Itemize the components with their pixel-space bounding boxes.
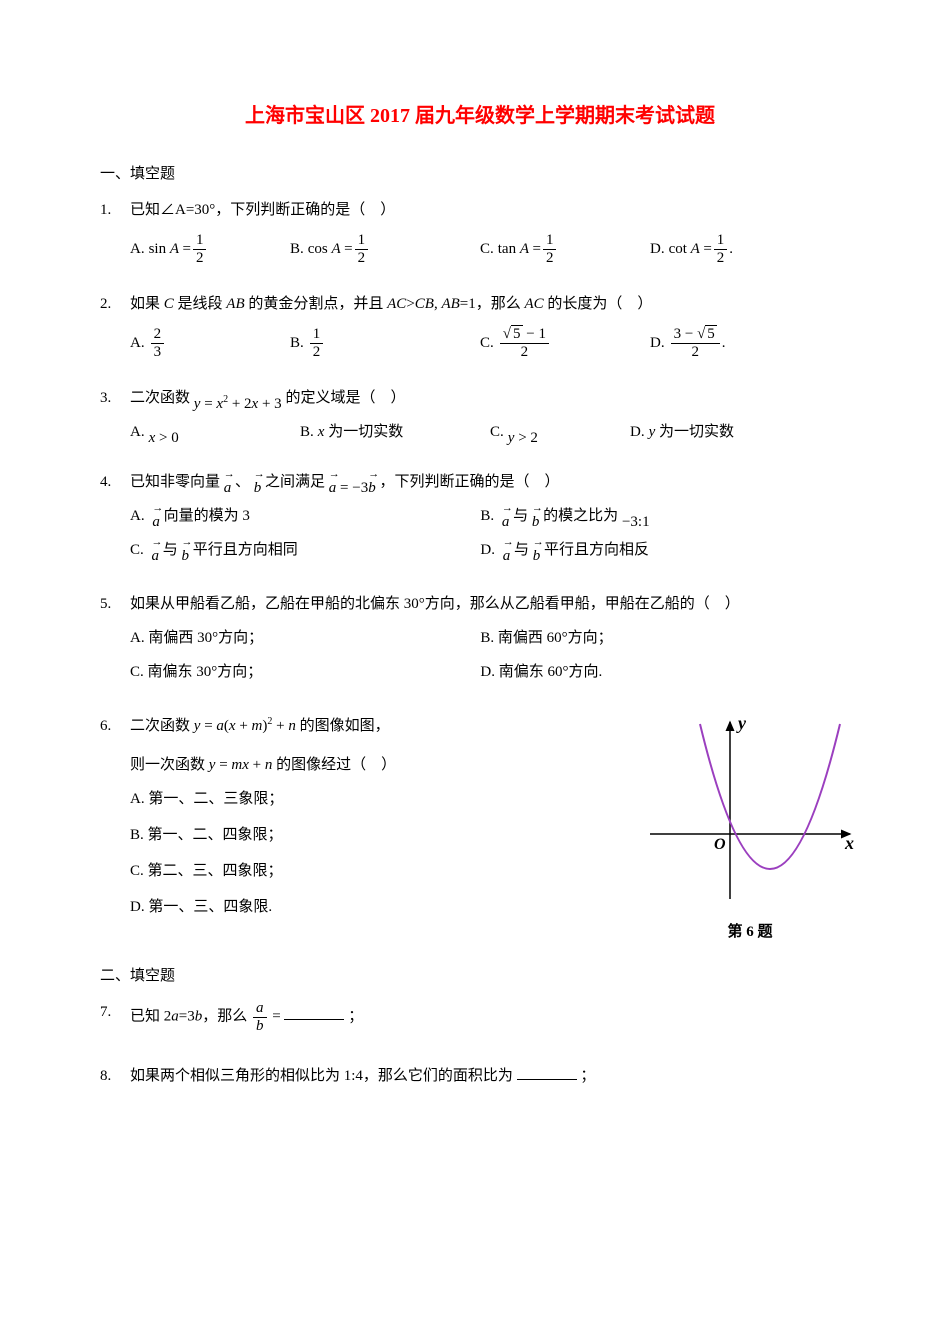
question-number: 3. [100, 386, 130, 410]
option-d: D. y 为一切实数 [630, 420, 734, 444]
option-a: A. sin A = 12 [130, 232, 270, 266]
option-b: B. →a 与 →b 的模之比为 −3:1 [480, 504, 830, 528]
option-a: A. 南偏西 30°方向； [130, 626, 480, 650]
question-1: 1. 已知∠A=30°，下列判断正确的是（ ） A. sin A = 12 B.… [100, 198, 860, 272]
section-1-heading: 一、填空题 [100, 162, 860, 186]
question-text: 如果两个相似三角形的相似比为 1:4，那么它们的面积比为 ； [130, 1064, 860, 1088]
question-number: 5. [100, 592, 130, 616]
question-number: 7. [100, 1000, 130, 1024]
option-c: C. y > 2 [490, 420, 610, 444]
question-number: 4. [100, 470, 130, 494]
graph-caption: 第 6 题 [640, 920, 860, 944]
question-text: 如果 C 是线段 AB 的黄金分割点，并且 AC>CB, AB=1，那么 AC … [130, 292, 860, 316]
question-6: 6. 二次函数 y = a(x + m)2 + n 的图像如图， 则一次函数 y… [100, 714, 860, 944]
option-b: B. 南偏西 60°方向； [480, 626, 830, 650]
option-a: A. 23 [130, 326, 270, 360]
question-text: 已知 2a=3b，那么 a b = ； [130, 1000, 860, 1034]
fill-blank [284, 1005, 344, 1020]
question-text: 二次函数 y = x2 + 2x + 3 的定义域是（ ） [130, 386, 860, 410]
origin-label: O [714, 836, 726, 853]
fill-blank [517, 1065, 577, 1080]
exam-title: 上海市宝山区 2017 届九年级数学上学期期末考试试题 [100, 100, 860, 132]
option-a: A. x > 0 [130, 420, 280, 444]
option-a: A. →a 向量的模为 3 [130, 504, 480, 528]
question-8: 8. 如果两个相似三角形的相似比为 1:4，那么它们的面积比为 ； [100, 1064, 860, 1098]
option-b: B. 12 [290, 326, 460, 360]
question-text-line1: 二次函数 y = a(x + m)2 + n 的图像如图， [130, 714, 630, 738]
question-number: 6. [100, 714, 130, 738]
question-text: 如果从甲船看乙船，乙船在甲船的北偏东 30°方向，那么从乙船看甲船，甲船在乙船的… [130, 592, 860, 616]
question-number: 1. [100, 198, 130, 222]
x-axis-label: x [844, 833, 854, 853]
option-c: C. √5 − 1 2 [480, 326, 630, 360]
question-text-line2: 则一次函数 y = mx + n 的图像经过（ ） [130, 753, 630, 777]
option-d: D. →a 与 →b 平行且方向相反 [480, 538, 830, 562]
parabola-graph: y x O [640, 714, 860, 912]
question-text: 已知非零向量 →a 、 →b 之间满足 →a = −3→b ，下列判断正确的是（… [130, 470, 860, 494]
question-7: 7. 已知 2a=3b，那么 a b = ； [100, 1000, 860, 1044]
option-a: A. 第一、二、三象限； [130, 787, 630, 811]
question-number: 2. [100, 292, 130, 316]
option-d: D. 第一、三、四象限. [130, 895, 630, 919]
option-b: B. x 为一切实数 [300, 420, 470, 444]
y-axis-label: y [736, 714, 747, 733]
option-d: D. 3 − √5 2 . [650, 326, 726, 360]
option-c: C. 第二、三、四象限； [130, 859, 630, 883]
option-c: C. 南偏东 30°方向； [130, 660, 480, 684]
question-4: 4. 已知非零向量 →a 、 →b 之间满足 →a = −3→b ，下列判断正确… [100, 470, 860, 572]
option-c: C. tan A = 12 [480, 232, 630, 266]
option-c: C. →a 与 →b 平行且方向相同 [130, 538, 480, 562]
option-d: D. cot A = 12 . [650, 232, 733, 266]
option-b: B. 第一、二、四象限； [130, 823, 630, 847]
question-2: 2. 如果 C 是线段 AB 的黄金分割点，并且 AC>CB, AB=1，那么 … [100, 292, 860, 366]
question-number: 8. [100, 1064, 130, 1088]
question-5: 5. 如果从甲船看乙船，乙船在甲船的北偏东 30°方向，那么从乙船看甲船，甲船在… [100, 592, 860, 694]
parabola-svg: y x O [640, 714, 860, 904]
option-b: B. cos A = 12 [290, 232, 460, 266]
question-text: 已知∠A=30°，下列判断正确的是（ ） [130, 198, 860, 222]
option-d: D. 南偏东 60°方向. [480, 660, 830, 684]
question-3: 3. 二次函数 y = x2 + 2x + 3 的定义域是（ ） A. x > … [100, 386, 860, 450]
section-2-heading: 二、填空题 [100, 964, 860, 988]
